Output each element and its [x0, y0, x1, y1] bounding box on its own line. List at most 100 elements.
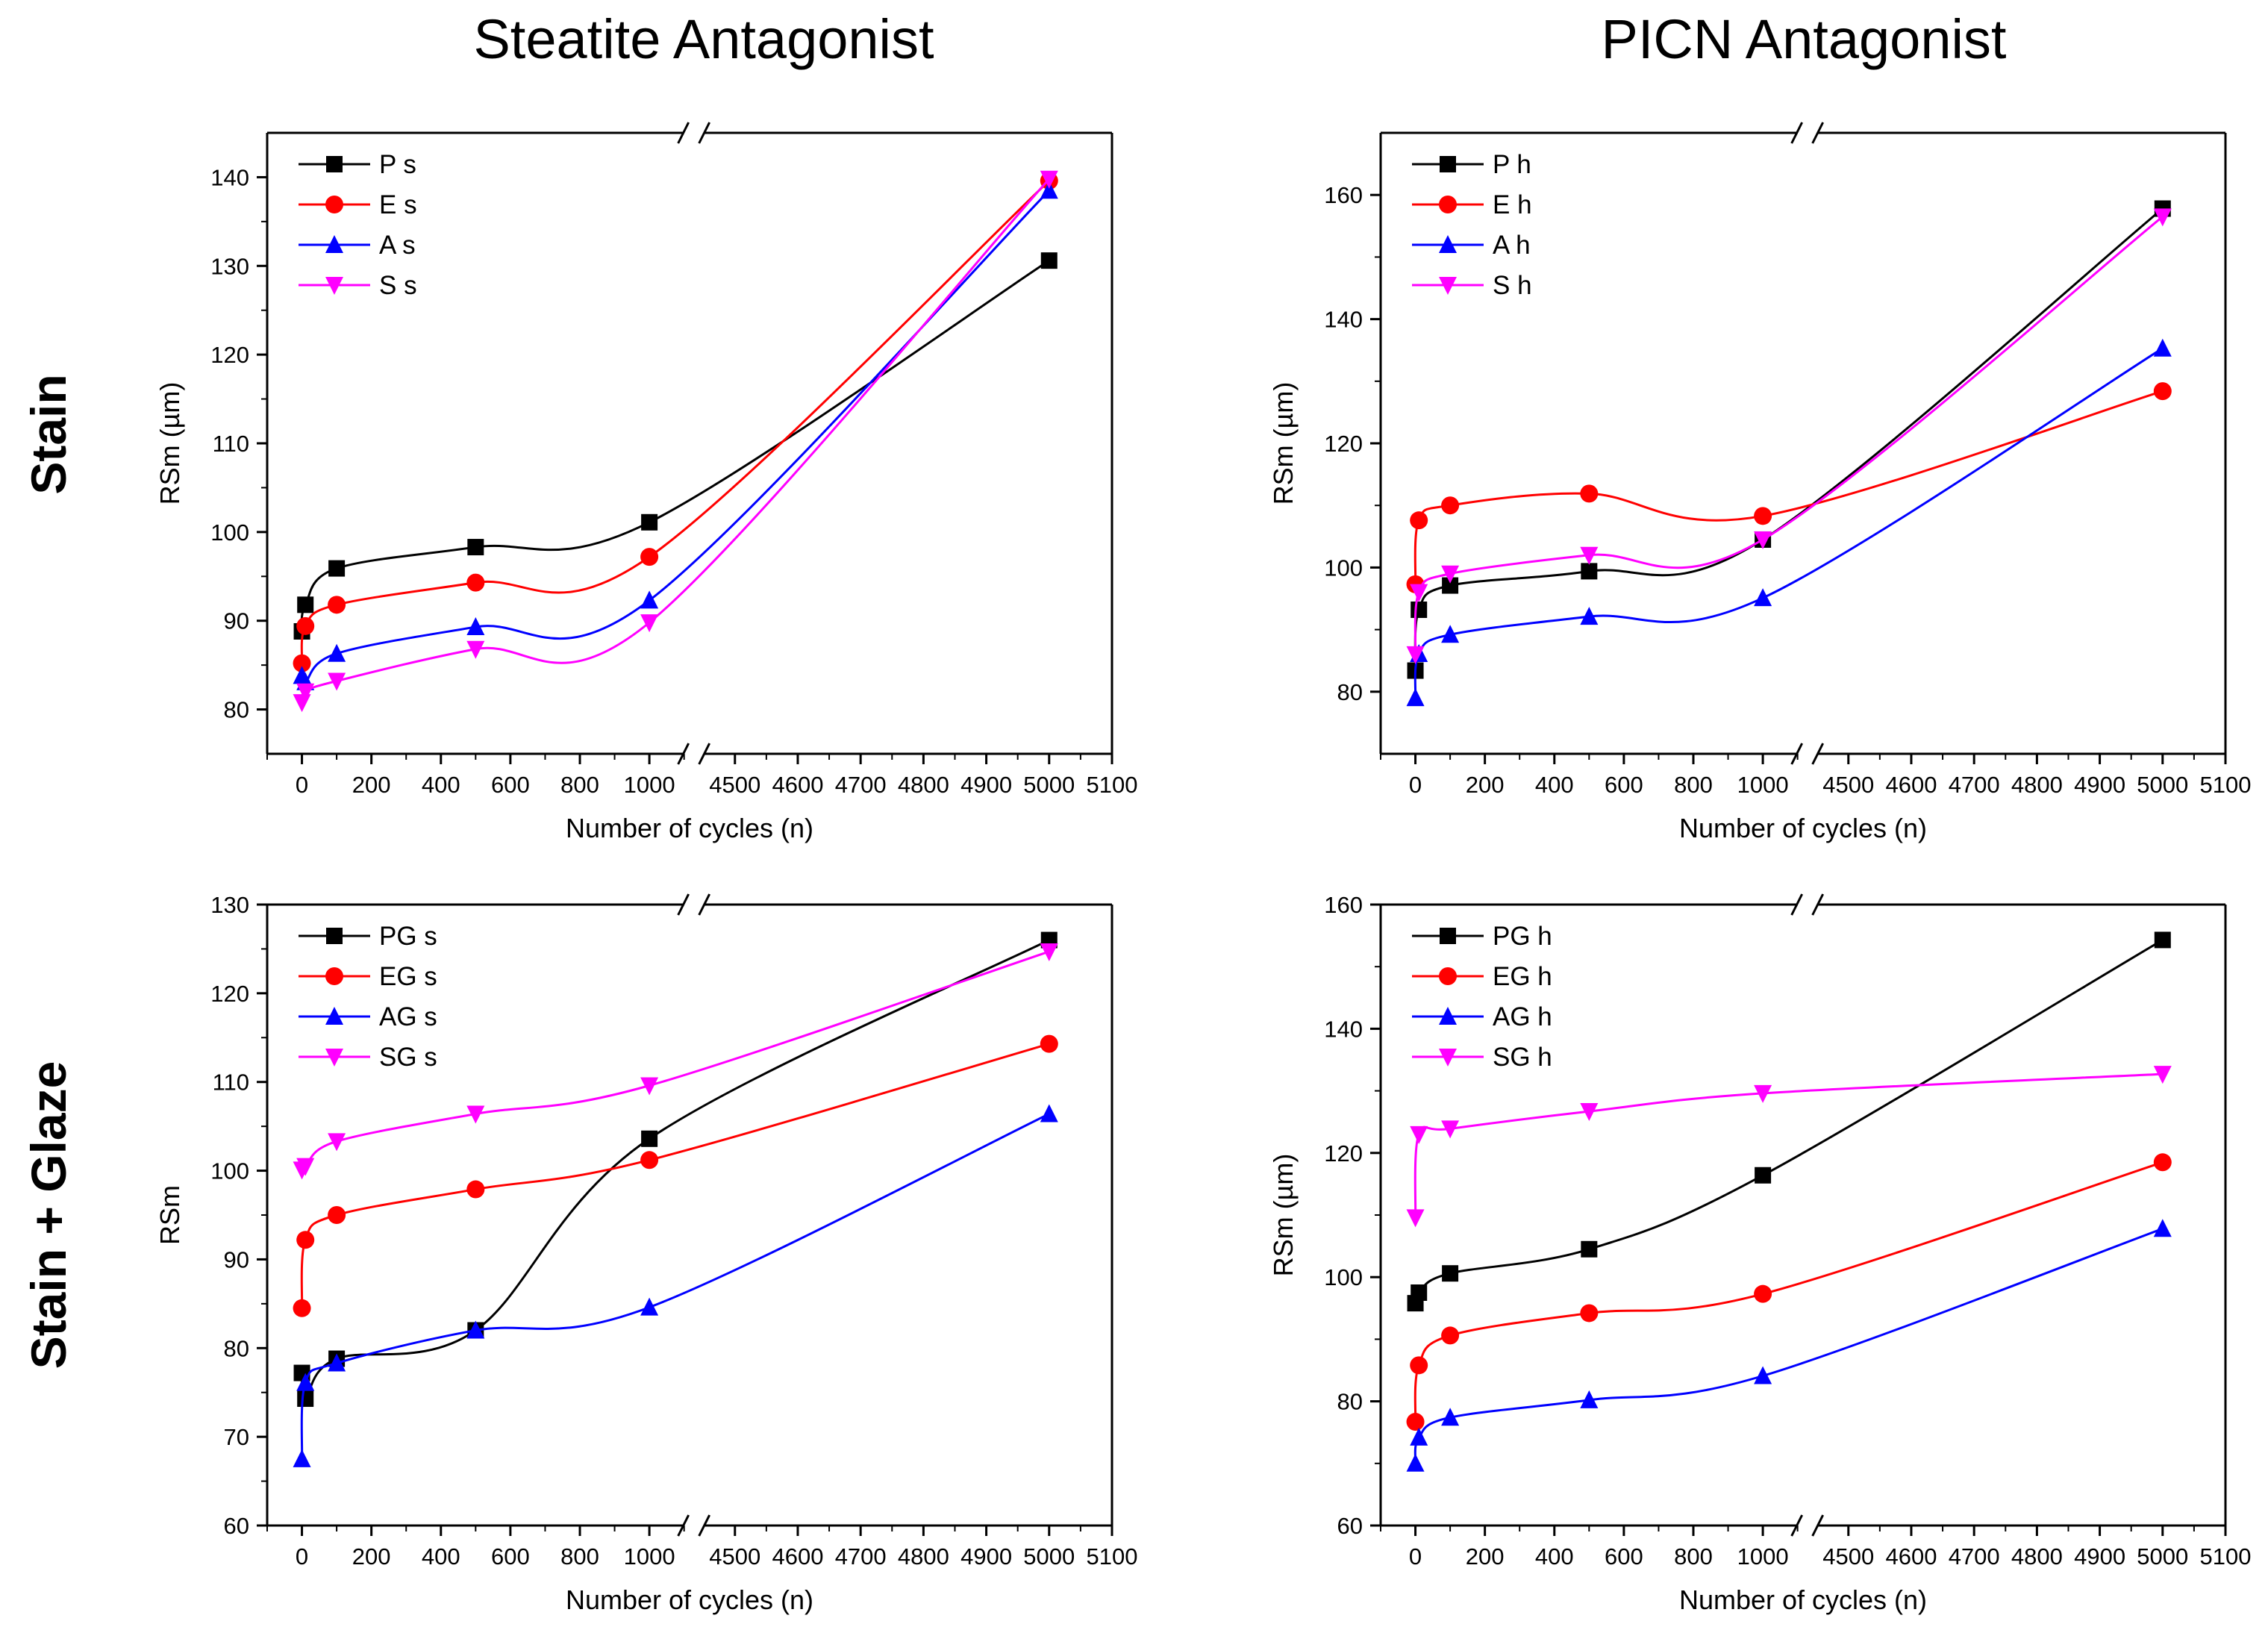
chart-panel-3: 60 70 80 90 100 110 120 130 0 200 400 600 800 1000 450…: [154, 892, 1137, 1615]
y-tick-label: 140: [1324, 307, 1363, 333]
data-point: [293, 694, 311, 713]
x-tick-label: 0: [1409, 1543, 1422, 1570]
legend-label: S s: [379, 271, 417, 300]
data-point: [2153, 208, 2172, 227]
legend-label: EG s: [379, 962, 437, 991]
x-axis-label: Number of cycles (n): [566, 1584, 813, 1615]
legend-item: PG h: [1412, 922, 1552, 951]
x-tick-label: 4800: [2011, 1543, 2063, 1570]
data-point: [2153, 382, 2172, 401]
data-point: [466, 1320, 485, 1339]
legend-item: P h: [1412, 150, 1531, 179]
series-line: [300, 1113, 1050, 1459]
data-point: [2153, 1066, 2172, 1084]
y-tick-label: 100: [1324, 1264, 1363, 1290]
y-tick-label: 80: [1337, 679, 1363, 705]
x-tick-label: 600: [1605, 772, 1643, 798]
x-tick-label: 1000: [1737, 772, 1789, 798]
legend-item: S s: [299, 271, 417, 300]
data-point: [1410, 1125, 1428, 1144]
row-title-stain-glaze: Stain + Glaze: [21, 1061, 76, 1370]
y-tick-label: 140: [210, 164, 249, 190]
data-point: [1410, 1427, 1428, 1446]
data-point: [296, 1158, 315, 1176]
legend-marker: [1439, 235, 1457, 253]
x-tick-label: 200: [352, 1543, 391, 1570]
x-tick-label: 4600: [1885, 1543, 1937, 1570]
legend-label: P s: [379, 150, 416, 179]
data-point: [1410, 1356, 1428, 1375]
x-tick-label: 600: [491, 1543, 530, 1570]
x-tick-label: 5100: [2200, 1543, 2252, 1570]
data-point: [296, 1373, 315, 1391]
x-tick-label: 5000: [1023, 772, 1075, 798]
y-tick-label: 100: [210, 1158, 249, 1184]
y-tick-label: 160: [1324, 892, 1363, 918]
x-tick-label: 4900: [2074, 1543, 2125, 1570]
data-point: [328, 643, 346, 662]
x-tick-label: 200: [1466, 772, 1505, 798]
data-point: [2153, 1219, 2172, 1237]
x-tick-label: 4900: [960, 1543, 1012, 1570]
data-point: [1406, 1413, 1425, 1431]
data-point: [1406, 1453, 1425, 1472]
x-tick-label: 4600: [1885, 772, 1937, 798]
y-tick-label: 100: [210, 519, 249, 546]
legend-marker: [325, 277, 343, 295]
series-line: [300, 190, 1050, 684]
series-line: [1413, 1227, 2164, 1464]
legend-marker: [326, 928, 343, 944]
data-point: [328, 1353, 346, 1372]
data-point: [466, 1180, 485, 1199]
data-point: [467, 539, 484, 556]
data-point: [1040, 170, 1058, 189]
data-point: [466, 573, 485, 592]
data-point: [1754, 1284, 1772, 1303]
y-tick-label: 110: [213, 1070, 249, 1096]
x-tick-label: 5100: [1087, 1543, 1138, 1570]
data-point: [296, 683, 315, 702]
data-point: [1442, 577, 1459, 594]
data-point: [1040, 1104, 1058, 1122]
x-tick-label: 4600: [772, 772, 823, 798]
legend-item: A s: [299, 231, 416, 260]
data-point: [1040, 1034, 1058, 1053]
x-tick-label: 600: [491, 772, 530, 798]
x-tick-label: 5000: [2137, 1543, 2188, 1570]
series-EG-h: [1406, 1153, 2172, 1431]
data-point: [1580, 1103, 1599, 1122]
y-axis-label: RSm (µm): [154, 382, 185, 505]
data-point: [466, 640, 485, 659]
legend-item: EG h: [1412, 962, 1552, 991]
y-axis-label: RSm (µm): [1268, 382, 1299, 505]
axis-break-mark: [1811, 122, 1825, 144]
x-tick-label: 4900: [2074, 772, 2125, 798]
legend-marker: [1440, 156, 1456, 172]
x-tick-label: 400: [422, 772, 460, 798]
data-point: [1442, 1265, 1459, 1282]
data-point: [1410, 511, 1428, 530]
axis-break-mark: [677, 893, 690, 916]
series-S-s: [293, 170, 1058, 713]
y-tick-label: 80: [224, 697, 249, 723]
y-axis-label: RSm: [154, 1185, 185, 1245]
x-tick-label: 4900: [960, 772, 1012, 798]
data-point: [1406, 1209, 1425, 1228]
data-point: [1441, 565, 1460, 584]
x-tick-label: 800: [560, 772, 599, 798]
legend-item: A h: [1412, 231, 1531, 260]
x-tick-label: 400: [422, 1543, 460, 1570]
data-point: [466, 1105, 485, 1124]
axis-break-mark: [698, 743, 711, 765]
data-point: [466, 617, 485, 636]
data-point: [328, 1206, 346, 1224]
data-point: [1441, 1326, 1460, 1345]
data-point: [1441, 1408, 1460, 1426]
series-line: [1413, 1072, 2163, 1218]
x-tick-label: 4600: [772, 1543, 823, 1570]
series-PG-h: [1407, 931, 2171, 1312]
y-tick-label: 120: [1324, 1140, 1363, 1167]
x-tick-label: 5100: [1087, 772, 1138, 798]
data-point: [293, 1299, 311, 1317]
x-tick-label: 4800: [898, 1543, 949, 1570]
